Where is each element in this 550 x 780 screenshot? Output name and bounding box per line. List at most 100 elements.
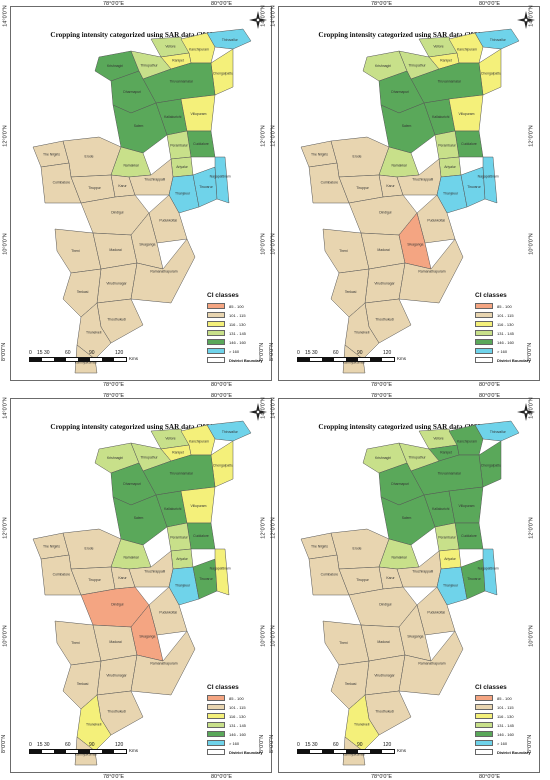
scale-unit: Kms [397,356,406,361]
district-label-tenkasi: Tenkasi [77,682,89,686]
latitude-label: 14°0'0"N [2,5,9,27]
district-label-vellore: Vellore [433,45,443,49]
district-label-krishnagiri: Krishnagiri [107,64,123,68]
legend-swatch [207,749,225,755]
legend: CI classes 85 - 100 101 - 115 116 - 130 131 … [475,684,533,757]
district-label-dharmapuri: Dharmapuri [391,482,409,486]
north-arrow-icon [517,403,535,421]
district-label-tenkasi: Tenkasi [345,682,357,686]
district-label-vellore: Vellore [165,437,175,441]
legend-item: > 160 [475,739,533,747]
district-label-vellore: Vellore [433,437,443,441]
district-label-ariyalur: Ariyalur [176,557,188,561]
legend-swatch [207,321,225,327]
longitude-label: 80°0'0"E [479,393,501,399]
district-label-sivaganga: Sivaganga [407,635,423,639]
district-label-ariyalur: Ariyalur [444,165,456,169]
latitude-label: 8°0'0"N [1,342,8,362]
district-label-tiruchirappalli: Tiruchirappalli [144,570,165,574]
scale-tick-label: 90 [357,742,363,748]
district-label-madurai: Madurai [109,248,121,252]
district-label-tiruvarur: Tiruvarur [467,185,481,189]
district-label-nagapattinam: Nagapattinam [478,175,499,179]
legend-label: District Boundary [229,357,263,363]
district-label-dindigul: Dindigul [379,603,391,607]
district-label-madurai: Madurai [109,640,121,644]
district-label-theni: Theni [71,641,80,645]
district-label-thoothukudi: Thoothukudi [107,709,126,713]
district-label-karur: Karur [118,184,127,188]
district-sivaganga [130,212,164,270]
district-label-theni: Theni [339,249,348,253]
legend-swatch [207,357,225,363]
longitude-label: 78°0'0"E [371,774,393,780]
district-label-coimbatore: Coimbatore [321,181,339,185]
district-pudukkottai [148,194,188,244]
legend-swatch [475,312,493,318]
legend-label: 146 - 160 [497,731,514,737]
legend-item: > 160 [475,347,533,355]
district-label-tiruvarur: Tiruvarur [199,185,213,189]
district-label-tiruppur: Tiruppur [356,186,369,190]
district-label-tiruvarur: Tiruvarur [199,577,213,581]
district-label-salem: Salem [134,516,144,520]
district-label-thirupathur: Thirupathur [408,63,426,67]
district-label-ranipet: Ranipet [172,451,184,455]
longitude-label: 80°0'0"E [211,393,233,399]
legend-item: 85 - 100 [475,302,533,310]
district-label-erode: Erode [84,155,93,159]
scale-tick-label: 120 [383,742,392,748]
legend-item: > 160 [207,347,265,355]
legend-label: 101 - 115 [497,704,514,710]
latitude-label: 14°0'0"N [2,397,9,419]
district-label-tirunelveli: Tirunelveli [354,330,370,334]
district-label-ariyalur: Ariyalur [444,557,456,561]
district-label-theni: Theni [71,249,80,253]
district-label-tiruppur: Tiruppur [88,578,101,582]
district-label-coimbatore: Coimbatore [53,573,71,577]
district-label-the-nilgiris: The Nilgiris [311,153,328,157]
legend-label: 131 - 145 [497,722,514,728]
legend-swatch [207,330,225,336]
legend-label: 85 - 100 [229,695,244,701]
district-label-the-nilgiris: The Nilgiris [43,153,60,157]
latitude-label: 8°0'0"N [269,342,276,362]
map-title: Cropping intensity categorized using SAR… [50,31,234,39]
scale-tick-label: 0 [29,742,32,748]
district-thanjavur [168,174,200,214]
legend: CI classes 85 - 100 101 - 115 116 - 130 131 … [207,292,265,365]
scale-tick-label: 60 [333,742,339,748]
north-arrow-icon [249,11,267,29]
district-label-ranipet: Ranipet [440,59,452,63]
district-label-krishnagiri: Krishnagiri [375,456,391,460]
legend-label: 85 - 100 [229,303,244,309]
district-label-tiruvarur: Tiruvarur [467,577,481,581]
district-label-perambalur: Perambalur [170,536,188,540]
legend-swatch [475,321,493,327]
district-label-namakkal: Namakkal [123,163,138,167]
district-label-karur: Karur [118,576,127,580]
legend-item: 116 - 130 [207,712,265,720]
district-label-tiruvannamalai: Tiruvannamalai [438,472,461,476]
district-label-tiruchirappalli: Tiruchirappalli [412,178,433,182]
district-label-tiruppur: Tiruppur [88,186,101,190]
legend-swatch [207,704,225,710]
district-label-tirunelveli: Tirunelveli [86,330,102,334]
legend-swatch [475,695,493,701]
legend-item-boundary: District Boundary [475,748,533,756]
legend-swatch [207,713,225,719]
longitude-label: 78°0'0"E [371,382,393,388]
district-label-tiruvannamalai: Tiruvannamalai [438,80,461,84]
longitude-label: 80°0'0"E [211,774,233,780]
longitude-label: 80°0'0"E [479,382,501,388]
latitude-label: 14°0'0"N [270,5,277,27]
legend-swatch [207,695,225,701]
district-label-kanchipuram: Kanchipuram [457,440,477,444]
scale-tick-label: 90 [89,742,95,748]
district-label-kallakurichi: Kallakurichi [432,115,450,119]
district-label-pudukkottai: Pudukkottai [427,219,445,223]
district-label-tenkasi: Tenkasi [77,290,89,294]
legend-label: 131 - 145 [229,330,246,336]
district-label-ramanathapuram: Ramanathapuram [418,662,445,666]
district-label-thiruvallur: Thiruvallur [490,38,507,42]
